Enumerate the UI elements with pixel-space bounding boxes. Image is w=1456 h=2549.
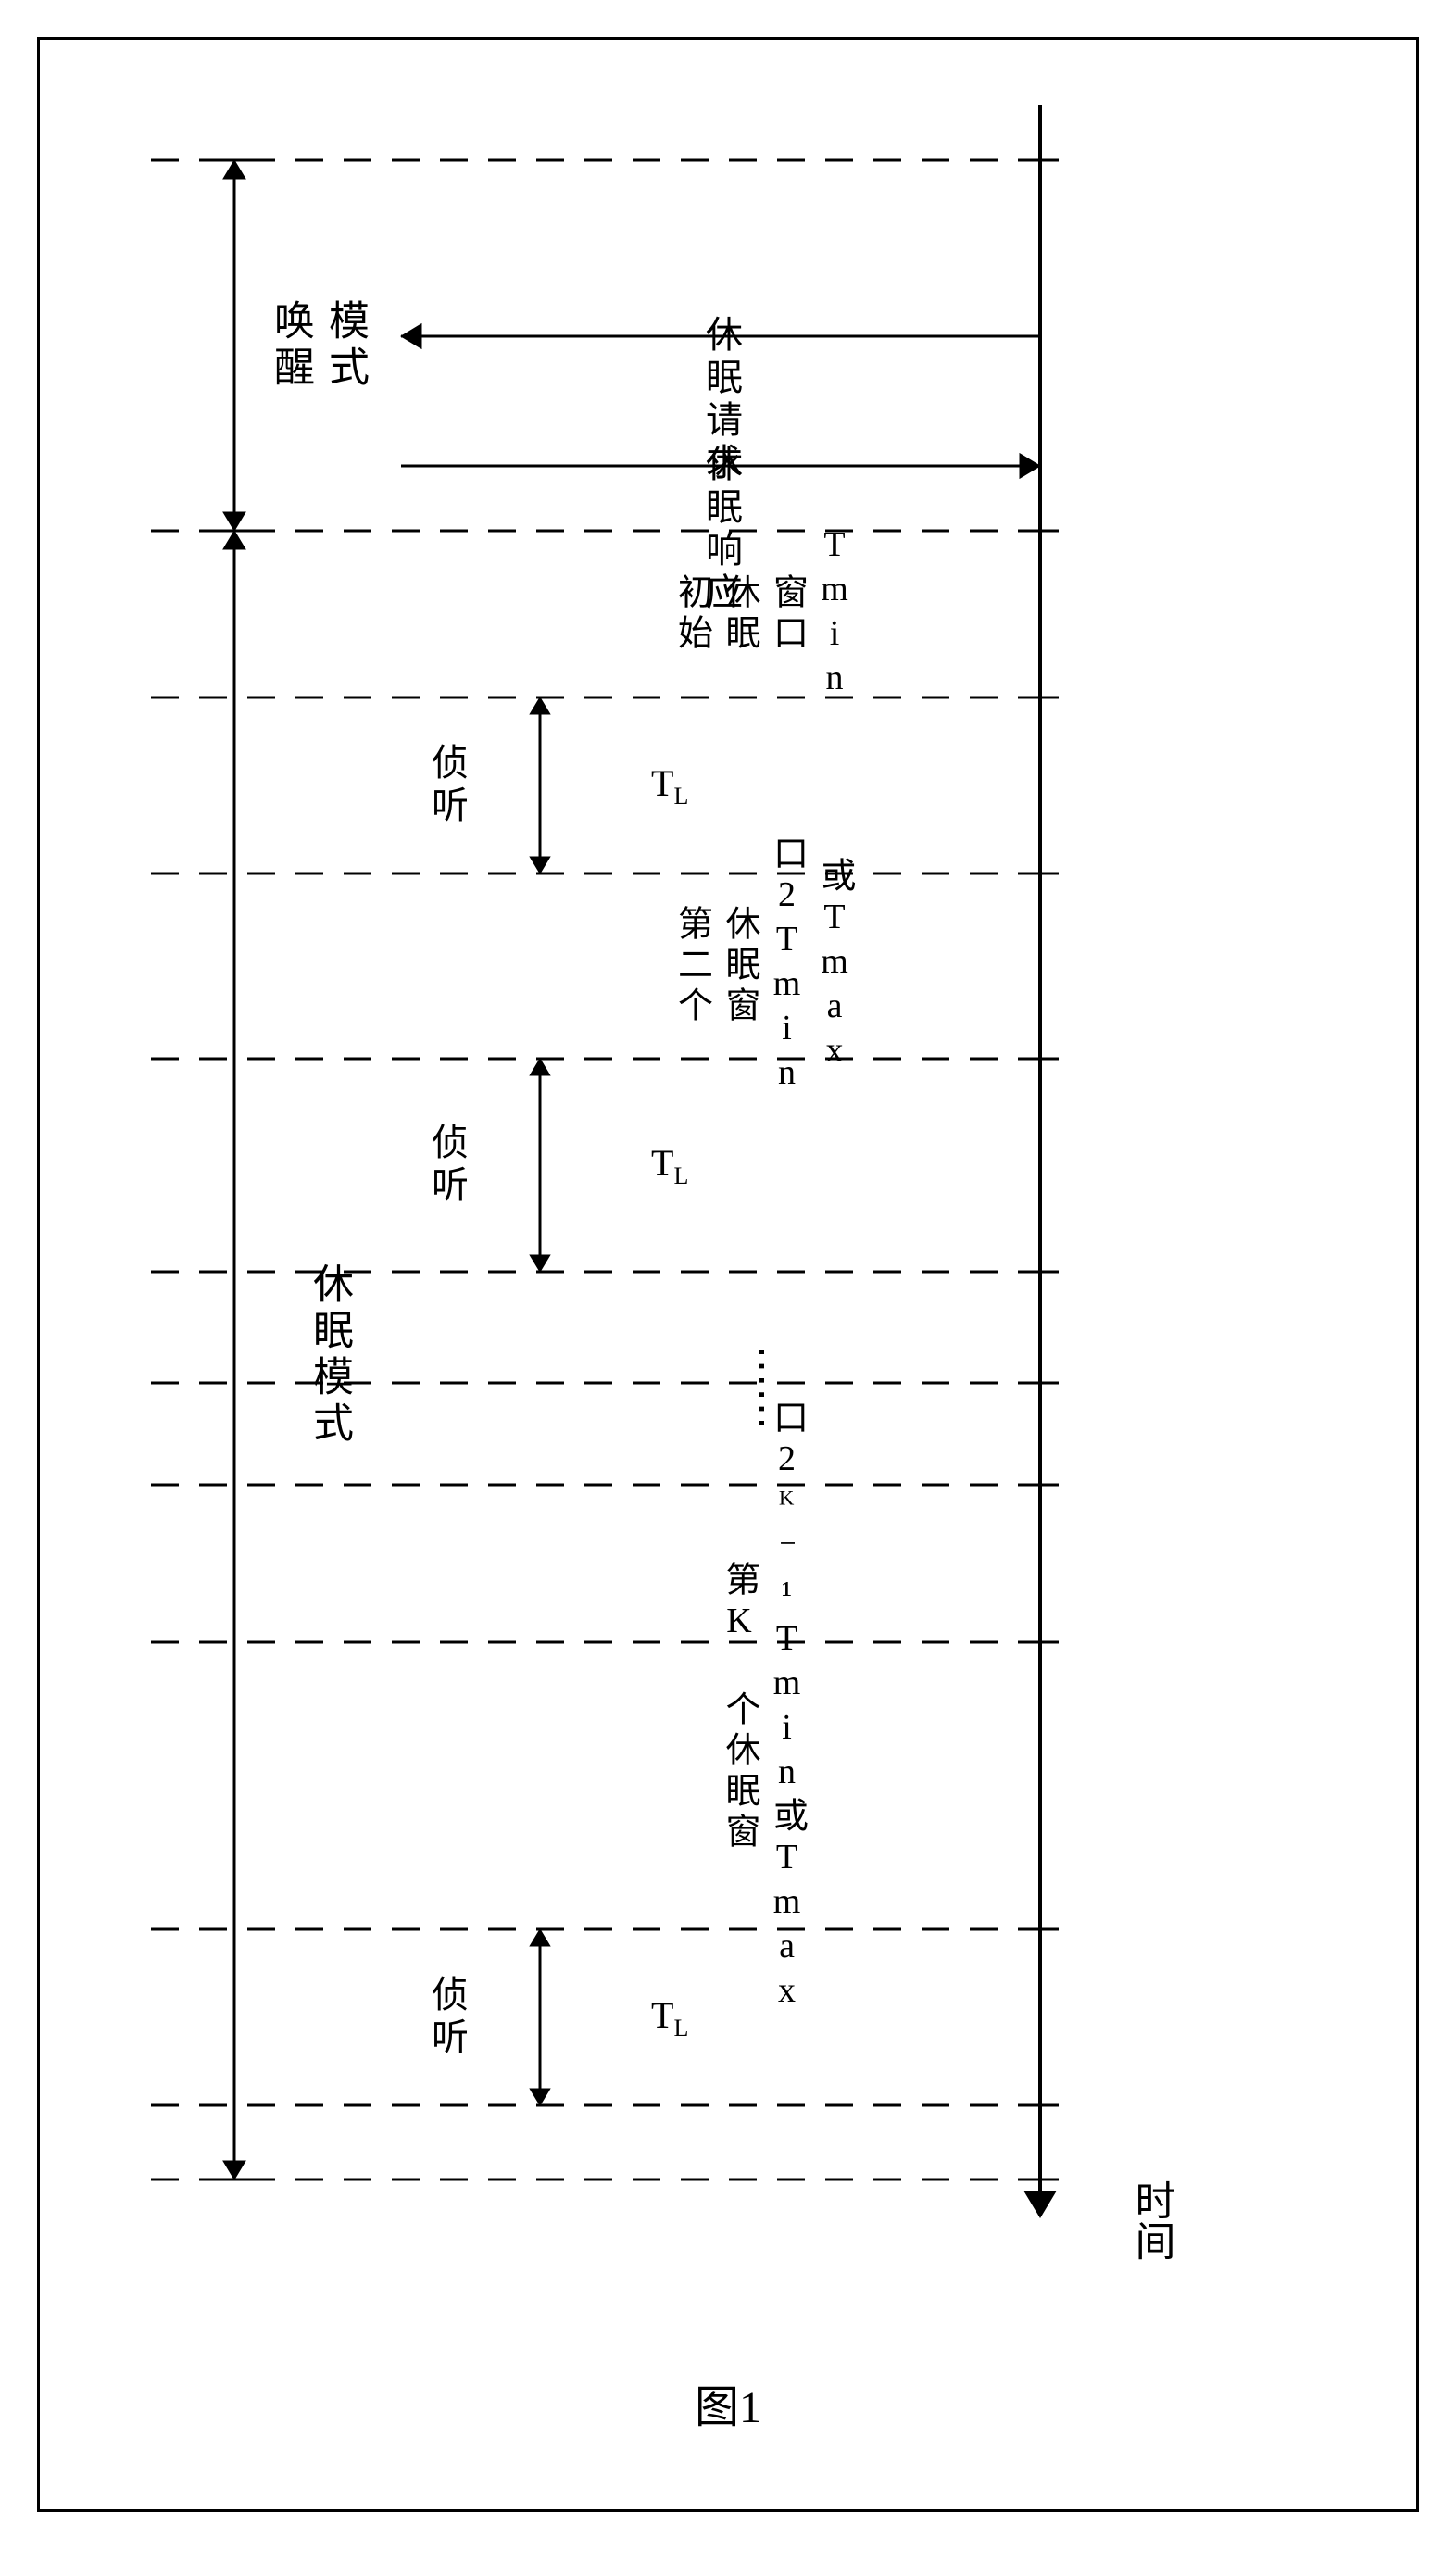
listen-label: 侦听 <box>420 743 473 828</box>
figure-caption: 图1 <box>40 2370 1416 2435</box>
sleep-mode-label: 休眠模式 <box>299 1262 358 1448</box>
svg-text:时间: 时间 <box>1129 2179 1174 2261</box>
figure-frame: 时间⋯⋯ 唤醒模式休眠模式休眠请求休眠响应侦听TL侦听TL侦听TL初始休眠窗口T… <box>37 37 1419 2512</box>
listen-duration-label: TL <box>651 1993 688 2042</box>
segment-label: 初始休眠窗口Tmin <box>669 525 856 703</box>
segment-label: 第K 个休眠窗口2ᴷ⁻¹Tmin或Tmax <box>717 1399 809 2015</box>
segment-label: 第二个休眠窗口2Tmin或Tmax <box>669 835 856 1098</box>
listen-label: 侦听 <box>420 1123 473 1208</box>
listen-duration-label: TL <box>651 761 688 810</box>
wake-mode-label: 唤醒模式 <box>265 299 370 392</box>
listen-duration-label: TL <box>651 1141 688 1190</box>
listen-label: 侦听 <box>420 1975 473 2060</box>
